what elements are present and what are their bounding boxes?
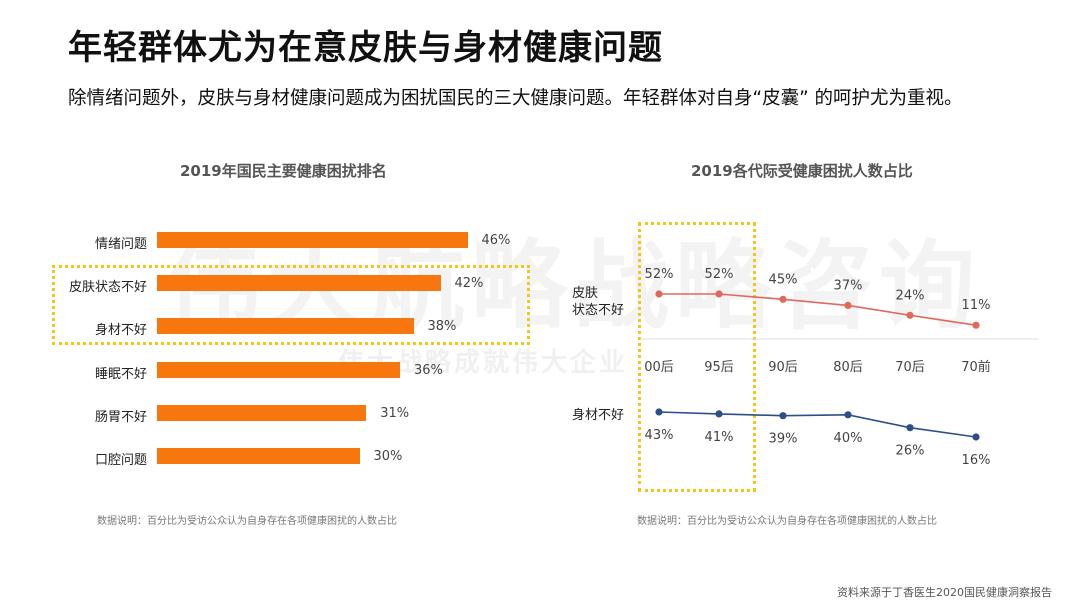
bar-category-label: 肠胃不好 (94, 409, 147, 425)
bar-category-label: 口腔问题 (94, 453, 147, 468)
point-value-label: 39% (769, 432, 798, 447)
x-tick-label: 00后 (644, 360, 674, 375)
point-value-label: 43% (645, 428, 674, 443)
data-point (844, 301, 852, 309)
x-tick-label: 90后 (768, 360, 798, 375)
data-point (715, 290, 723, 298)
series-label: 状态不好 (572, 303, 624, 318)
data-point (906, 311, 914, 319)
data-point (655, 290, 663, 298)
data-point (972, 321, 980, 329)
source-note: 资料来源于丁香医生2020国民健康洞察报告 (837, 586, 1052, 599)
bar (157, 232, 468, 248)
point-value-label: 52% (705, 267, 734, 282)
data-point (906, 424, 914, 432)
bar (157, 275, 441, 292)
bar (157, 318, 414, 335)
x-tick-label: 95后 (704, 360, 734, 375)
series-label: 身材不好 (572, 407, 624, 423)
data-point (972, 433, 980, 441)
x-tick-label: 80后 (833, 360, 863, 375)
point-value-label: 11% (962, 298, 991, 313)
bar (157, 361, 400, 378)
data-point (779, 295, 787, 303)
point-value-label: 16% (962, 453, 991, 468)
bar-category-label: 情绪问题 (94, 237, 147, 252)
x-tick-label: 70前 (961, 359, 991, 375)
line-chart-title: 2019各代际受健康困扰人数占比 (691, 162, 913, 180)
bar-category-label: 睡眠不好 (94, 366, 147, 382)
x-tick-label: 70后 (895, 360, 925, 375)
bar-value-label: 38% (427, 319, 457, 335)
bar-value-label: 31% (380, 405, 410, 421)
bar-chart-title: 2019年国民主要健康困扰排名 (180, 162, 387, 180)
bar-category-label: 皮肤状态不好 (68, 280, 147, 296)
series-line (658, 411, 977, 438)
bar-category-label: 身材不好 (94, 323, 147, 339)
point-value-label: 41% (705, 430, 734, 445)
point-value-label: 45% (769, 272, 798, 287)
series-label: 皮肤 (572, 286, 598, 301)
bar (157, 448, 360, 464)
point-value-label: 40% (834, 431, 863, 446)
bar-highlight-box (52, 265, 530, 345)
page-title: 年轻群体尤为在意皮肤与身材健康问题 (68, 28, 663, 68)
line-highlight-box (638, 222, 756, 492)
point-value-label: 26% (896, 444, 925, 459)
data-point (655, 408, 663, 416)
point-value-label: 52% (645, 267, 674, 282)
bar-value-label: 36% (414, 362, 443, 378)
point-value-label: 24% (896, 288, 925, 303)
bar-value-label: 30% (373, 449, 403, 464)
bar-value-label: 42% (454, 276, 484, 292)
bar (157, 404, 367, 421)
bar-chart-note: 数据说明：百分比为受访公众认为自身存在各项健康困扰的人数占比 (97, 516, 397, 527)
series-line (659, 293, 977, 326)
data-point (844, 411, 852, 419)
point-value-label: 37% (834, 278, 863, 293)
line-chart-note: 数据说明：百分比为受访公众认为自身存在各项健康困扰的人数占比 (637, 516, 937, 527)
page-subtitle: 除情绪问题外，皮肤与身材健康问题成为困扰国民的三大健康问题。年轻群体对自身“皮囊… (68, 88, 963, 109)
data-point (779, 412, 787, 420)
bar-value-label: 46% (481, 233, 511, 248)
data-point (715, 410, 723, 418)
